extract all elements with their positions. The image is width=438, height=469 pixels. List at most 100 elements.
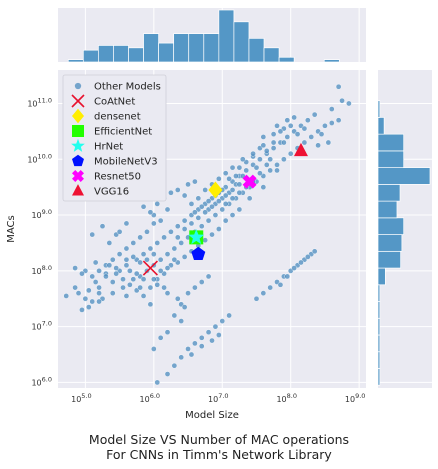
legend-marker-efficientnet [72,125,84,137]
other-model-point [181,192,188,199]
other-model-point [305,254,311,260]
other-model-point [305,117,311,124]
figure-title-line-2: For CNNs in Timm's Network Library [106,447,332,462]
other-model-point [195,195,202,202]
other-model-point [123,293,130,299]
y-tick-label: 108.0 [31,264,52,276]
right-histogram-bar [377,167,431,185]
other-model-point [151,220,157,227]
top-histogram-bar [67,59,84,63]
other-model-point [106,240,113,246]
x-tick-base: 10 [71,395,81,404]
other-model-point [284,117,291,124]
other-model-point [284,134,291,140]
other-model-point [267,284,273,291]
right-histogram-bar [377,368,381,386]
other-model-point [106,262,113,269]
other-model-point [277,128,284,135]
other-model-point [123,262,130,269]
marker-resnet50-shape [242,174,257,189]
other-model-point [205,198,212,204]
other-model-point [311,111,318,118]
legend-label: CoAtNet [94,97,135,108]
top-histogram-bar [263,47,280,63]
right-histogram-bar [377,284,381,302]
other-model-point [178,240,184,246]
other-model-point [72,265,78,271]
other-model-point [89,231,96,238]
other-model-point [147,301,154,308]
marker-mobilenetv3 [191,246,206,261]
top-histogram-bar [278,56,295,63]
other-model-point [202,187,208,193]
other-model-point [185,181,191,188]
y-tick-exponent: 8.0 [42,264,52,272]
legend-marker-densenet [72,108,84,124]
other-model-point [174,223,181,230]
top-histogram-bar [143,33,159,63]
other-model-point [92,279,99,285]
right-histogram-bar [377,334,381,353]
other-model-point [270,145,277,151]
x-tick-label: 107.0 [208,392,229,404]
other-model-point [291,265,297,271]
other-model-point [147,284,154,291]
other-model-point [79,270,85,277]
other-model-point [294,131,301,137]
other-model-point [157,256,164,263]
other-model-point [202,237,208,243]
top-histogram-bar [188,33,205,63]
other-model-point [157,334,164,341]
other-model-point [198,279,205,285]
other-model-point [120,284,126,291]
other-model-point [164,206,171,213]
other-model-point [120,276,126,283]
other-model-point [151,276,157,283]
other-model-point [257,156,263,163]
other-model-point [72,284,78,291]
other-model-point [75,290,82,296]
x-tick-base: 10 [345,395,355,404]
right-histogram-bar [377,100,381,118]
other-model-point [161,284,167,291]
other-model-point [212,323,219,330]
other-model-point [147,245,154,252]
right-histogram-bar [377,117,385,135]
other-model-point [96,298,102,305]
other-model-point [79,307,85,313]
other-model-point [260,290,267,296]
other-model-point [260,142,267,149]
right-histogram [377,100,431,386]
top-histogram-bar [113,45,129,63]
other-model-point [96,268,102,274]
y-tick-exponent: 6.0 [42,375,52,383]
other-model-point [140,293,147,299]
legend-label: HrNet [94,142,123,153]
other-model-point [222,170,229,177]
other-model-point [198,203,205,210]
other-model-point [140,203,147,210]
marker-vgg16 [293,142,308,157]
top-histogram-bar [218,9,235,63]
y-tick-exponent: 10.0 [38,152,52,160]
other-model-point [318,131,325,137]
x-tick-label: 109.0 [345,392,366,404]
other-model-point [222,192,229,199]
right-histogram-bar [377,267,386,286]
other-model-point [226,175,232,182]
marker-hrnet [188,228,205,245]
other-model-point [116,228,123,235]
marker-densenet [208,181,223,199]
other-model-point [171,362,178,369]
other-model-point [164,290,171,296]
legend-label: Resnet50 [94,172,141,183]
other-model-point [257,170,263,177]
legend-label: Other Models [94,82,161,93]
other-model-point [277,281,284,288]
x-tick-exponent: 9.0 [355,392,365,400]
other-model-point [281,139,287,146]
legend-label: densenet [94,112,141,123]
marker-coatnet-stroke [142,260,158,276]
y-tick-label: 1010.0 [27,152,52,164]
other-model-point [284,273,291,280]
